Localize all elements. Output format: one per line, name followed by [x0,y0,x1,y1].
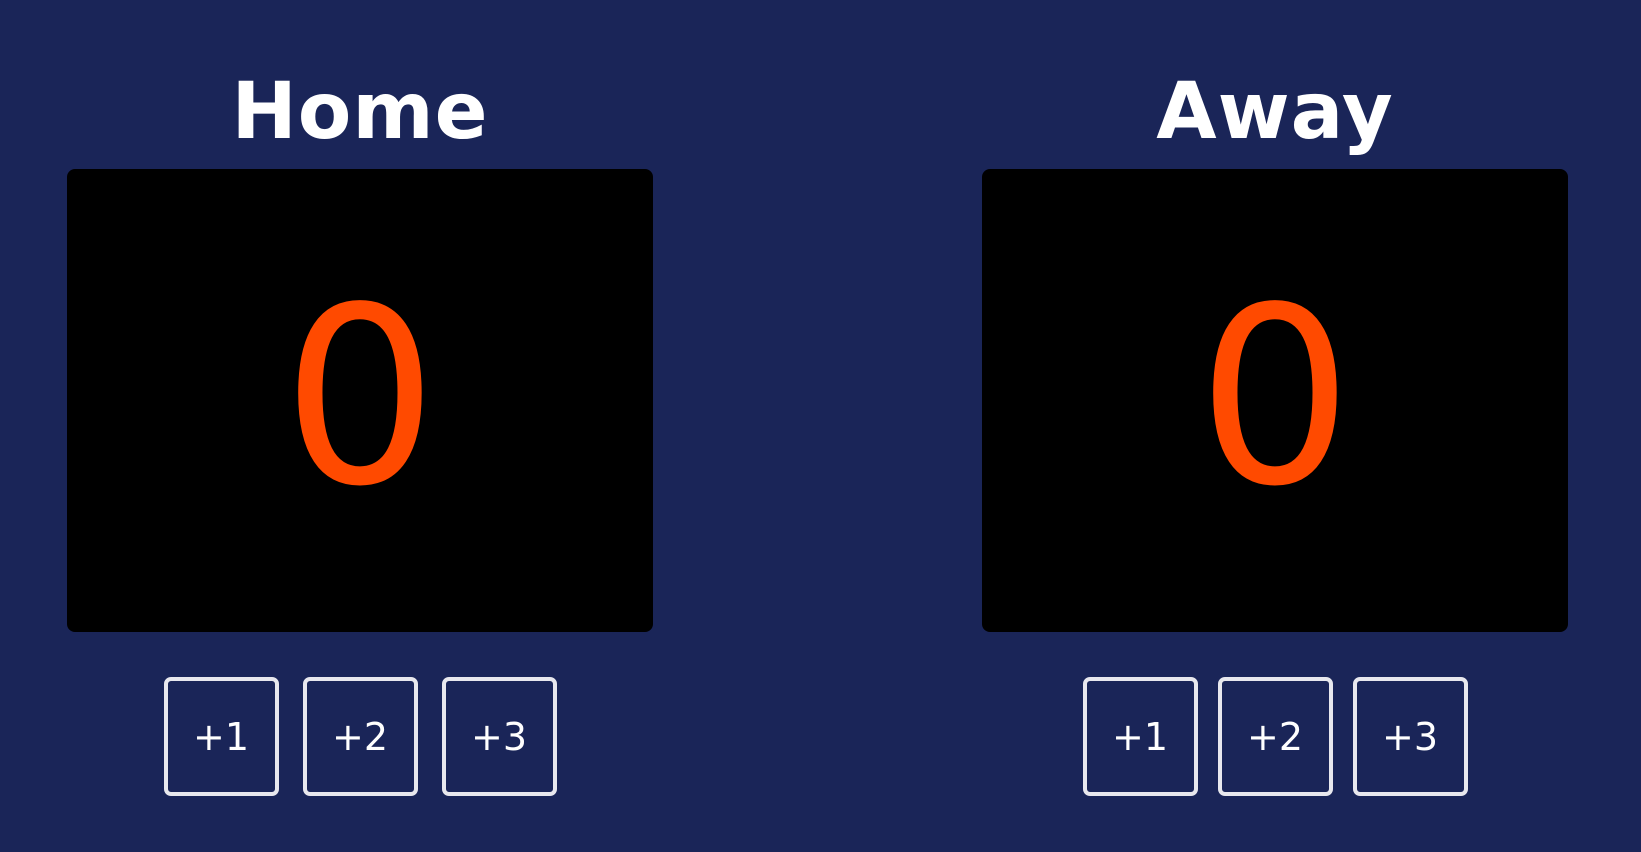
away-team-panel: Away 0 +1 +2 +3 [982,0,1568,852]
home-add-1-button[interactable]: +1 [163,677,279,796]
home-team-title: Home [231,67,489,157]
away-score-buttons: +1 +2 +3 [982,677,1568,796]
away-score-value: 0 [1197,255,1353,540]
home-add-2-button[interactable]: +2 [302,677,418,796]
away-score-display: 0 [982,169,1568,632]
away-team-title: Away [1156,67,1394,157]
home-score-value: 0 [282,255,438,540]
home-score-display: 0 [67,169,653,632]
away-add-3-button[interactable]: +3 [1352,677,1468,796]
away-add-1-button[interactable]: +1 [1082,677,1198,796]
away-add-2-button[interactable]: +2 [1217,677,1333,796]
home-score-buttons: +1 +2 +3 [67,677,653,796]
home-add-3-button[interactable]: +3 [441,677,557,796]
home-team-panel: Home 0 +1 +2 +3 [67,0,653,852]
